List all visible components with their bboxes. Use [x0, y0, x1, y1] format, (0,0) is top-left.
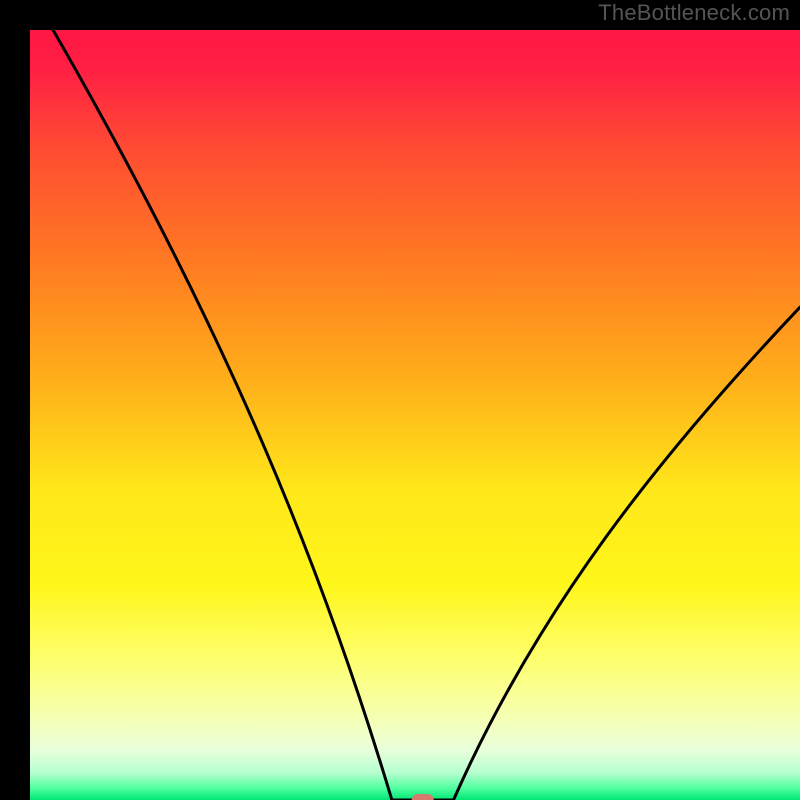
bottleneck-chart [0, 0, 800, 800]
valley-marker [412, 794, 434, 800]
chart-stage: TheBottleneck.com [0, 0, 800, 800]
plot-area [30, 30, 800, 800]
watermark-text: TheBottleneck.com [598, 0, 790, 26]
